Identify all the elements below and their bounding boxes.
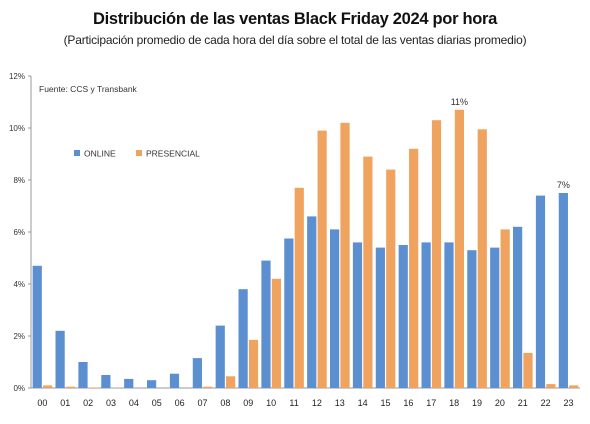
data-label: 7%	[557, 180, 570, 190]
legend-swatch-presencial	[136, 150, 142, 156]
bar-presencial-21	[523, 353, 532, 388]
bar-online-05	[147, 380, 156, 388]
x-tick-label: 02	[83, 398, 93, 408]
bar-online-07	[193, 358, 202, 388]
bar-presencial-19	[478, 129, 487, 388]
bar-online-03	[101, 375, 110, 388]
bar-presencial-08	[226, 376, 235, 388]
bar-online-02	[78, 362, 87, 388]
x-tick-label: 13	[335, 398, 345, 408]
bar-presencial-11	[295, 188, 304, 388]
y-tick-label: 4%	[13, 280, 25, 289]
bar-online-10	[261, 261, 270, 388]
bar-online-23	[559, 193, 568, 388]
y-tick-label: 12%	[9, 72, 25, 81]
bar-online-15	[376, 248, 385, 388]
bar-online-04	[124, 379, 133, 388]
x-tick-label: 15	[381, 398, 391, 408]
x-tick-label: 10	[266, 398, 276, 408]
x-tick-label: 04	[129, 398, 139, 408]
bar-online-13	[330, 229, 339, 388]
x-tick-labels: 00 01 02 03 04 05 06 07 08 09 10 11 12 13 14 15 16 17 18 19…	[37, 398, 573, 408]
bar-presencial-15	[386, 170, 395, 388]
bar-presencial-16	[409, 149, 418, 388]
bar-online-22	[536, 196, 545, 388]
y-tick-label: 2%	[13, 332, 25, 341]
y-tick-label: 8%	[13, 176, 25, 185]
x-tick-label: 05	[152, 398, 162, 408]
bar-presencial-22	[546, 384, 555, 388]
bar-presencial-00	[43, 385, 52, 388]
bar-online-21	[513, 227, 522, 388]
x-tick-label: 14	[358, 398, 368, 408]
x-tick-label: 23	[564, 398, 574, 408]
bar-online-08	[216, 326, 225, 388]
x-tick-label: 19	[472, 398, 482, 408]
x-tick-label: 20	[495, 398, 505, 408]
bar-presencial-01	[66, 387, 75, 388]
bar-presencial-17	[432, 120, 441, 388]
bar-online-12	[307, 216, 316, 388]
bar-online-14	[353, 242, 362, 388]
x-tick-label: 18	[449, 398, 459, 408]
x-tick-label: 00	[37, 398, 47, 408]
y-tick-label: 10%	[9, 124, 25, 133]
bar-presencial-12	[318, 131, 327, 388]
legend-label-presencial: PRESENCIAL	[146, 149, 200, 159]
bar-presencial-07	[203, 387, 212, 388]
x-tick-label: 21	[518, 398, 528, 408]
bar-presencial-10	[272, 279, 281, 388]
legend-swatch-online	[74, 150, 80, 156]
bar-online-09	[239, 289, 248, 388]
bar-presencial-20	[501, 229, 510, 388]
bar-online-01	[56, 331, 65, 388]
x-tick-label: 22	[541, 398, 551, 408]
bar-online-16	[399, 245, 408, 388]
bar-online-19	[467, 250, 476, 388]
bar-online-06	[170, 374, 179, 388]
bar-online-18	[444, 242, 453, 388]
legend-label-online: ONLINE	[84, 149, 116, 159]
x-tick-label: 16	[403, 398, 413, 408]
x-tick-label: 06	[175, 398, 185, 408]
bar-presencial-18	[455, 110, 464, 388]
data-label: 11%	[451, 97, 468, 107]
bar-presencial-02	[89, 387, 98, 388]
legend: ONLINE PRESENCIAL	[74, 149, 200, 159]
bar-online-11	[284, 239, 293, 389]
x-tick-label: 08	[220, 398, 230, 408]
bar-presencial-13	[340, 123, 349, 388]
y-tick-label: 0%	[13, 384, 25, 393]
y-tick-label: 6%	[13, 228, 25, 237]
x-tick-label: 07	[198, 398, 208, 408]
x-tick-label: 11	[289, 398, 298, 408]
x-tick-label: 17	[426, 398, 436, 408]
source-note: Fuente: CCS y Transbank	[39, 84, 138, 94]
bar-presencial-14	[363, 157, 372, 388]
bar-online-00	[33, 266, 42, 388]
bar-online-20	[490, 248, 499, 388]
annotations: 11% 7%	[451, 97, 570, 190]
x-tick-label: 09	[243, 398, 253, 408]
x-tick-label: 03	[106, 398, 116, 408]
bar-presencial-23	[569, 385, 578, 388]
x-tick-label: 12	[312, 398, 322, 408]
bar-presencial-09	[249, 340, 258, 388]
y-tick-labels: 0% 2% 4% 6% 8% 10% 12%	[9, 72, 25, 393]
x-tick-label: 01	[60, 398, 70, 408]
bar-online-17	[422, 242, 431, 388]
